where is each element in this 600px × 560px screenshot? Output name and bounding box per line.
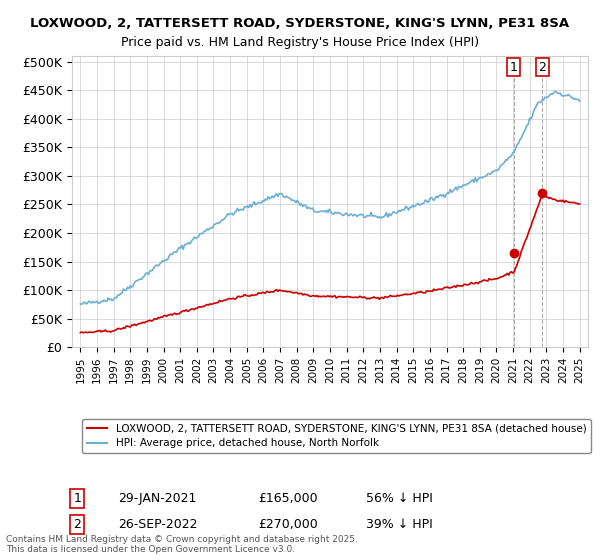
Text: Price paid vs. HM Land Registry's House Price Index (HPI): Price paid vs. HM Land Registry's House …	[121, 36, 479, 49]
Text: 39% ↓ HPI: 39% ↓ HPI	[366, 519, 433, 531]
Text: 29-JAN-2021: 29-JAN-2021	[118, 492, 197, 505]
Text: Contains HM Land Registry data © Crown copyright and database right 2025.
This d: Contains HM Land Registry data © Crown c…	[6, 535, 358, 554]
Text: 2: 2	[73, 519, 81, 531]
Text: 1: 1	[73, 492, 81, 505]
Text: 26-SEP-2022: 26-SEP-2022	[118, 519, 198, 531]
Text: 2: 2	[538, 61, 546, 74]
Text: 56% ↓ HPI: 56% ↓ HPI	[366, 492, 433, 505]
Text: £270,000: £270,000	[258, 519, 317, 531]
Text: 1: 1	[509, 61, 517, 74]
Text: £165,000: £165,000	[258, 492, 317, 505]
Text: LOXWOOD, 2, TATTERSETT ROAD, SYDERSTONE, KING'S LYNN, PE31 8SA: LOXWOOD, 2, TATTERSETT ROAD, SYDERSTONE,…	[31, 17, 569, 30]
Legend: LOXWOOD, 2, TATTERSETT ROAD, SYDERSTONE, KING'S LYNN, PE31 8SA (detached house),: LOXWOOD, 2, TATTERSETT ROAD, SYDERSTONE,…	[82, 419, 590, 452]
